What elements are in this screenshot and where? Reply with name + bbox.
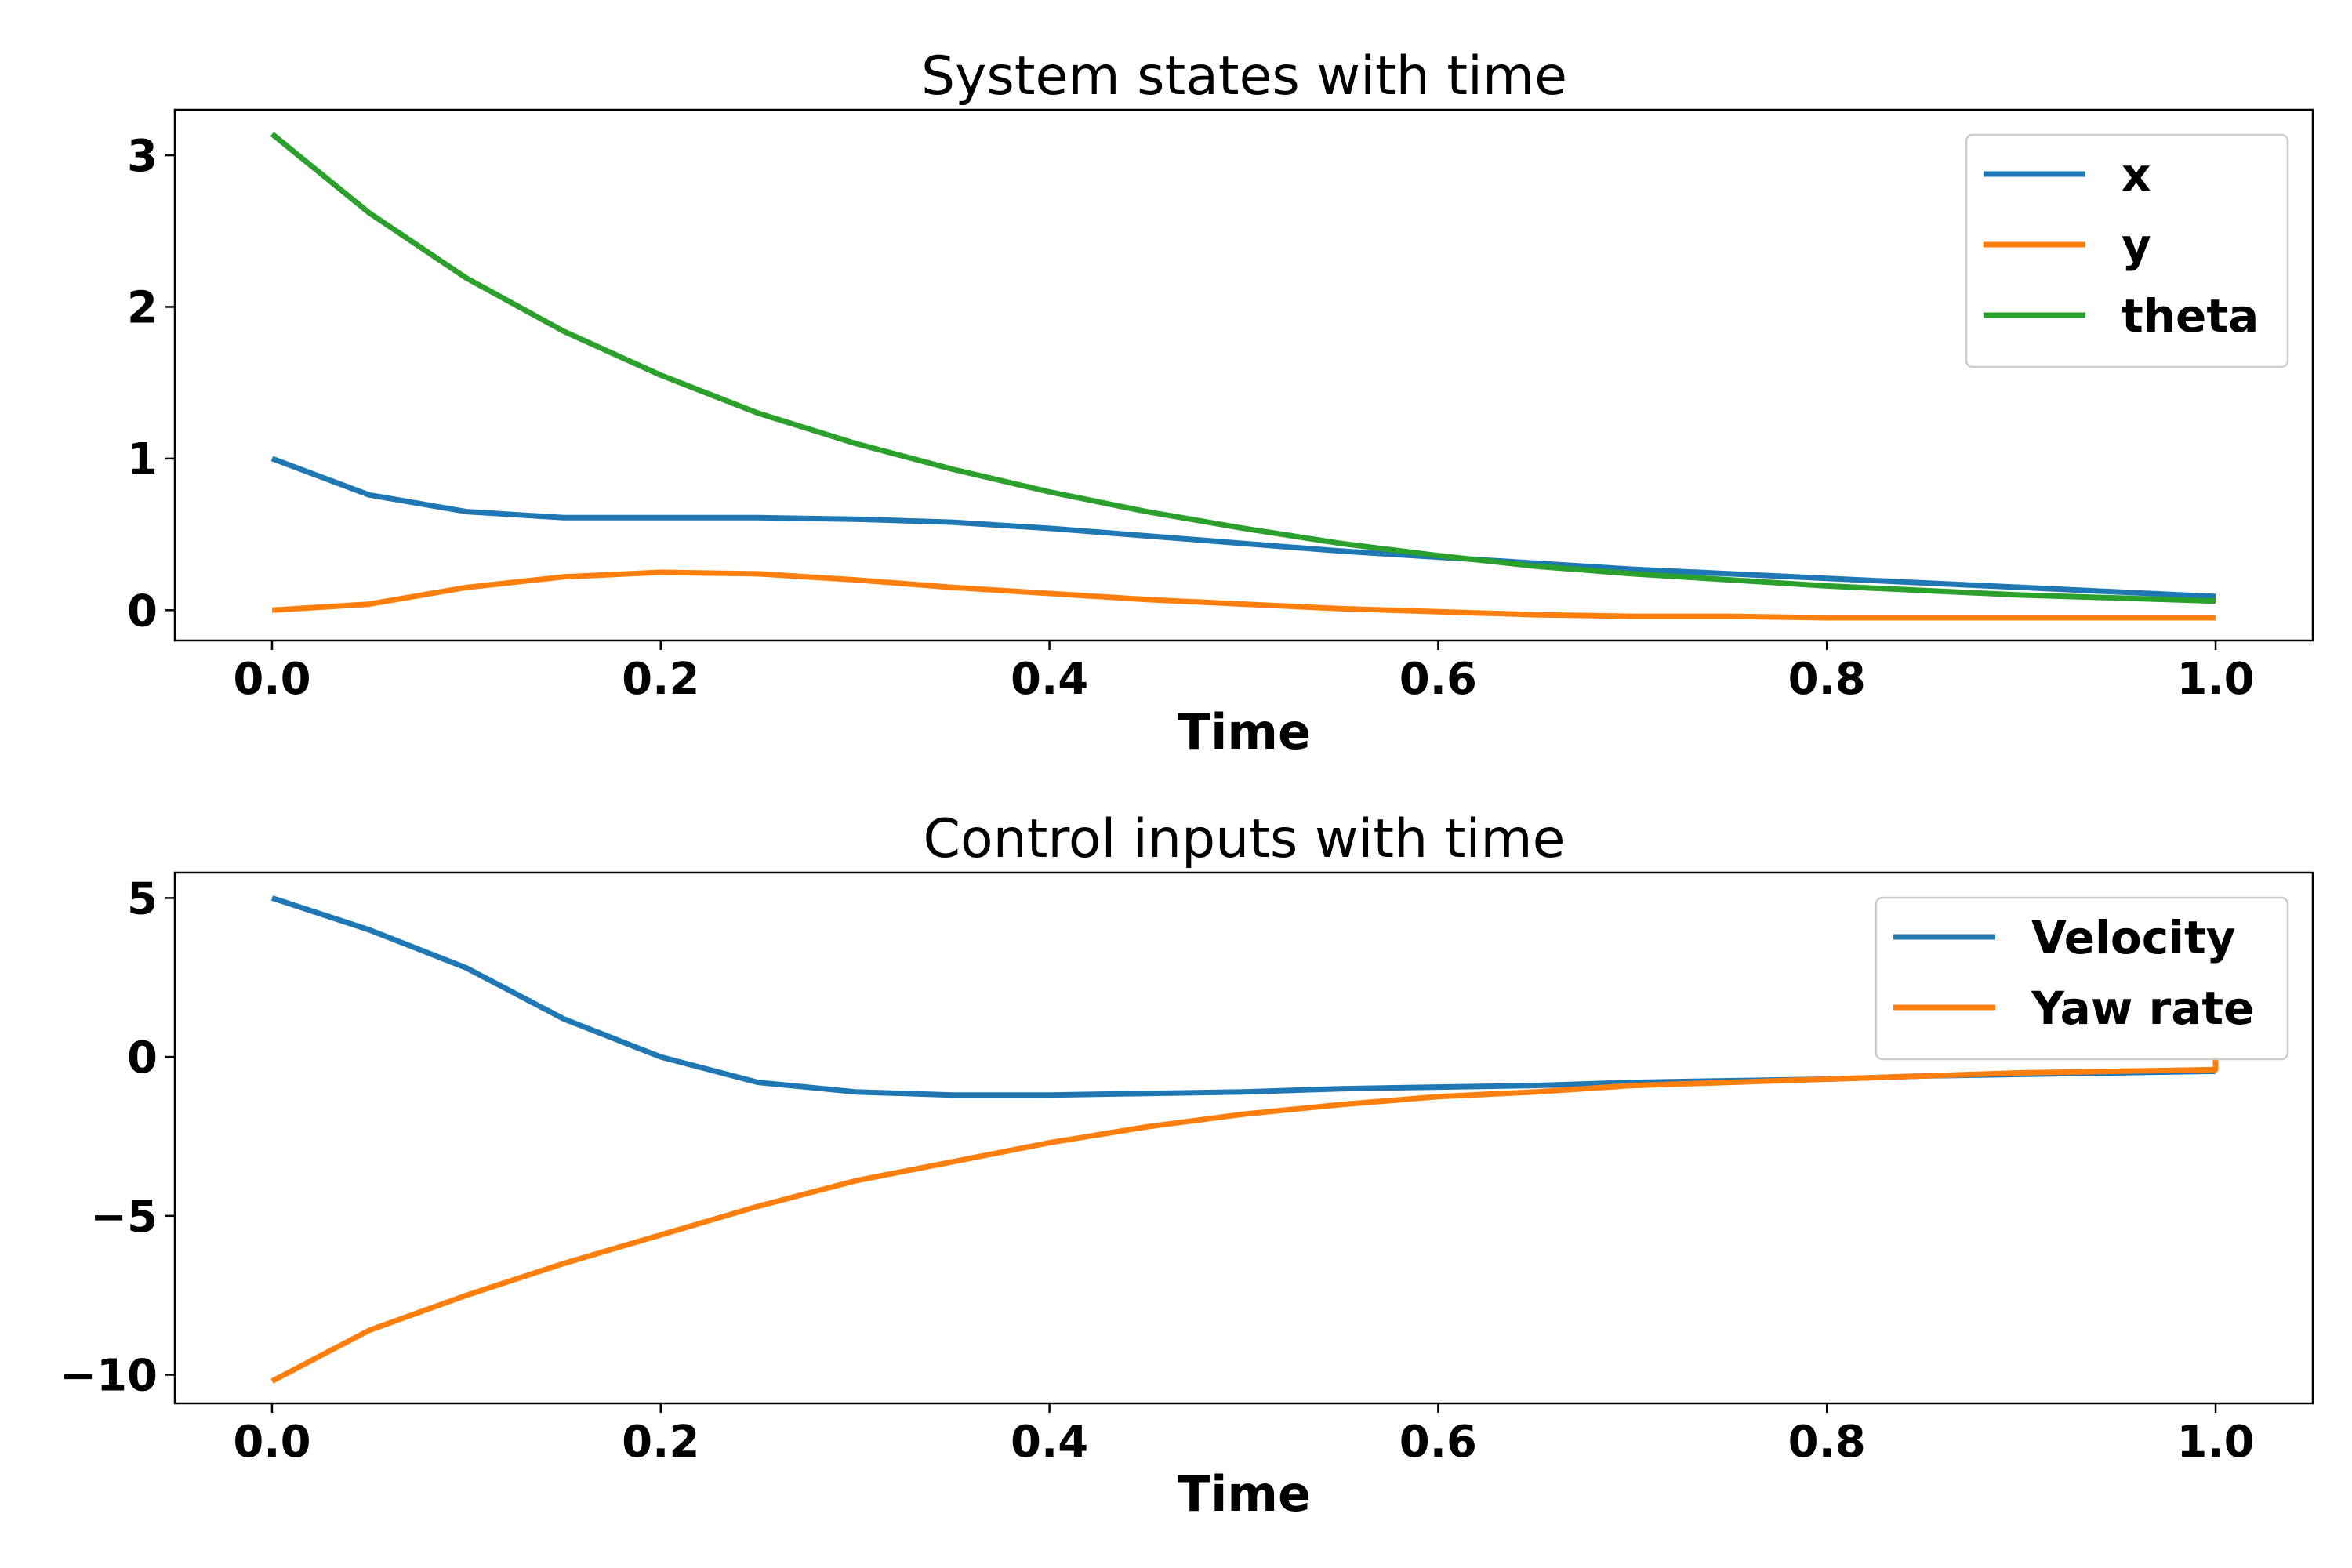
chart-system-states: System states with time 0.0 0.2 0.4 0.6 0.8 1… <box>127 45 2314 760</box>
x-tick-label: 0.0 <box>233 654 310 705</box>
x-axis-label: Time <box>1178 1465 1311 1523</box>
legend-label: y <box>2122 219 2151 272</box>
x-tick-label: 0.2 <box>622 654 699 705</box>
series-line-yaw-rate <box>270 1057 2219 1384</box>
y-tick-label: −5 <box>90 1192 158 1243</box>
axes-frame <box>173 871 2314 1405</box>
legend-label: Yaw rate <box>2031 982 2254 1035</box>
x-tick-label: 0.6 <box>1399 1417 1477 1468</box>
series-line-x <box>270 456 2216 600</box>
plot-area <box>270 895 2219 1384</box>
legend: Velocity Yaw rate <box>1875 896 2289 1061</box>
legend: xy theta <box>1965 133 2289 368</box>
y-tick-label: 0 <box>127 586 158 637</box>
chart-title: Control inputs with time <box>924 808 1566 870</box>
series-line-theta <box>270 132 2216 604</box>
x-axis-label: Time <box>1178 703 1311 760</box>
y-tick-label: −10 <box>60 1351 158 1402</box>
y-tick-label: 2 <box>127 282 158 333</box>
ticks: 0.0 0.2 0.4 0.6 0.8 1.0 0 1 2 3 <box>127 131 2255 705</box>
x-tick-label: 0.8 <box>1788 1417 1866 1468</box>
y-tick-label: 3 <box>127 131 158 182</box>
axes-frame <box>173 108 2314 642</box>
x-tick-label: 0.6 <box>1399 654 1477 705</box>
legend-label: x <box>2122 148 2151 201</box>
legend-box <box>1965 133 2289 368</box>
y-tick-label: 0 <box>127 1033 158 1083</box>
x-tick-label: 1.0 <box>2176 1417 2254 1468</box>
x-tick-label: 0.2 <box>622 1417 699 1468</box>
y-tick-label: 1 <box>127 434 158 485</box>
y-tick-label: 5 <box>127 873 158 924</box>
x-tick-label: 0.4 <box>1011 654 1088 705</box>
ticks: 0.0 0.2 0.4 0.6 0.8 1.0 5 0 −5 −10 <box>60 873 2255 1468</box>
legend-label: Velocity <box>2031 911 2236 964</box>
chart-control-inputs: Control inputs with time 0.0 0.2 0.4 0.6 0.8… <box>60 808 2314 1523</box>
x-tick-label: 1.0 <box>2176 654 2254 705</box>
plot-area <box>270 132 2216 621</box>
series-line-y <box>271 569 2216 621</box>
chart-title: System states with time <box>921 45 1567 107</box>
x-tick-label: 0.8 <box>1788 654 1866 705</box>
x-tick-label: 0.0 <box>233 1417 310 1468</box>
legend-label: theta <box>2122 289 2259 343</box>
x-tick-label: 0.4 <box>1011 1417 1088 1468</box>
